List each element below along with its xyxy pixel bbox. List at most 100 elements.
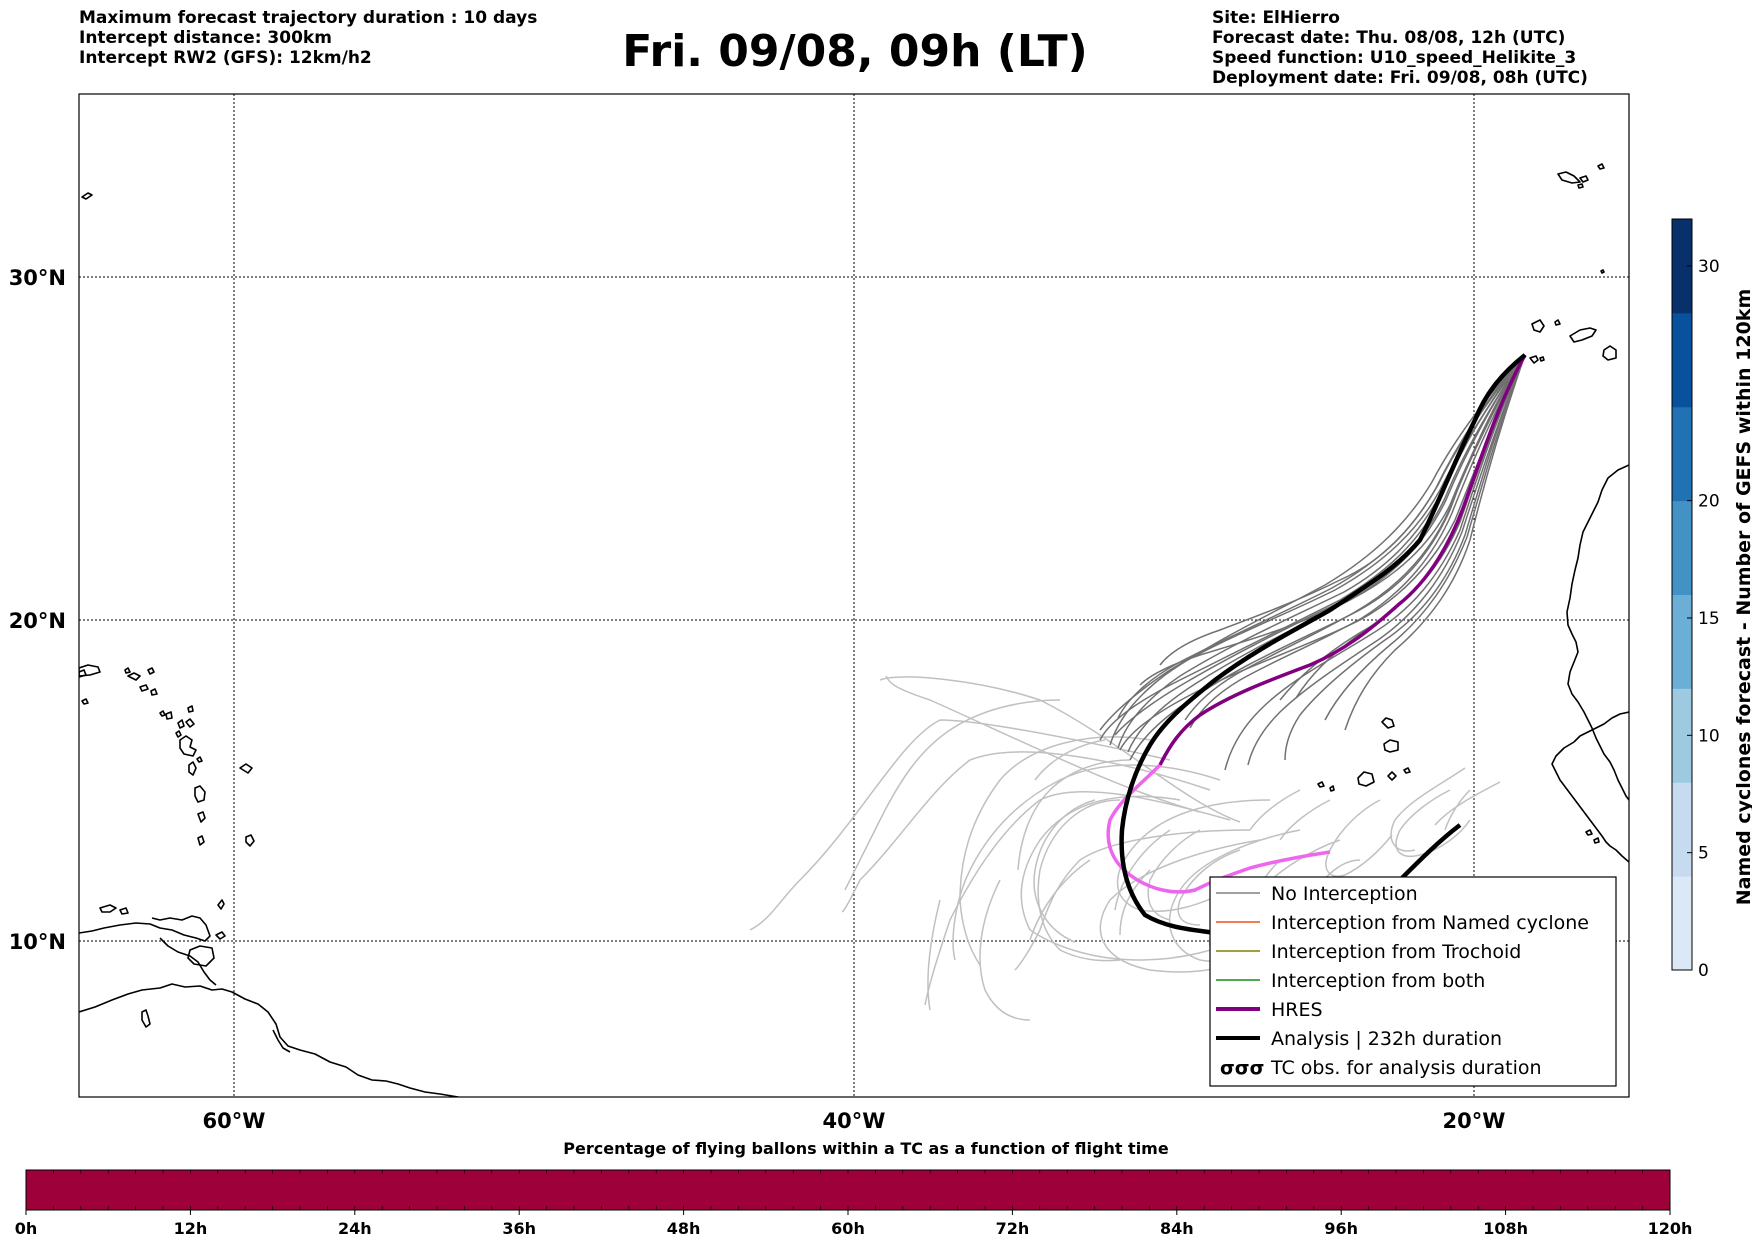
colorbar-bottom-tick-label: 120h <box>1648 1219 1693 1238</box>
island-barbuda <box>187 705 194 713</box>
legend-label: Interception from both <box>1271 970 1485 992</box>
island-cape-verde-1 <box>1381 717 1395 729</box>
island-puerto-rico <box>79 664 101 677</box>
colorbar-bottom: Percentage of flying ballons within a TC… <box>15 1139 1693 1238</box>
track-no-interception <box>1344 354 1526 731</box>
island-st-kitts <box>165 711 173 720</box>
legend-item: No Interception <box>1216 883 1418 905</box>
island-small-4 <box>124 667 131 674</box>
island-cape-verde-5 <box>1403 767 1411 774</box>
lon-label-20w: 20°W <box>1443 1109 1506 1133</box>
island-bermuda <box>81 192 93 200</box>
track-light <box>1034 739 1106 781</box>
track-light <box>1390 767 1466 852</box>
colorbar-bottom-tick-label: 60h <box>831 1219 865 1238</box>
map-frame <box>78 93 1630 1098</box>
island-martinique <box>194 785 206 803</box>
colorbar-bottom-tick-label: 24h <box>338 1219 372 1238</box>
coast-west-africa-south <box>1551 741 1629 863</box>
island-bissagos <box>1585 829 1600 844</box>
legend-label: HRES <box>1271 999 1323 1021</box>
colorbar-right-segment <box>1672 312 1692 408</box>
island-antigua <box>185 718 195 728</box>
island-cape-verde-7 <box>1329 785 1335 792</box>
track-light <box>924 791 1231 1006</box>
colorbar-bottom-tick-label: 0h <box>15 1219 38 1238</box>
map-gridlines <box>79 94 1629 1097</box>
colorbar-right-tick-label: 15 <box>1698 609 1720 629</box>
island-bonaire <box>119 907 129 915</box>
track-no-interception <box>1247 354 1526 766</box>
deployment-date-text: Deployment date: Fri. 09/08, 08h (UTC) <box>1212 68 1588 88</box>
track-light <box>749 719 1171 931</box>
colorbar-right-segment <box>1672 406 1692 502</box>
track-no-interception <box>1224 354 1526 771</box>
island-guadeloupe <box>179 735 197 757</box>
island-tobago <box>215 931 226 940</box>
track-light <box>1014 829 1251 971</box>
track-no-interception <box>1324 354 1526 721</box>
coast-venezuela <box>79 915 211 942</box>
legend-label: TC obs. for analysis duration <box>1270 1057 1542 1079</box>
island-virgin <box>127 667 155 681</box>
island-dominica <box>188 761 197 776</box>
track-light <box>841 751 1211 913</box>
colorbar-bottom-bar <box>25 1169 1671 1211</box>
island-saba <box>177 719 185 729</box>
track-light <box>1114 829 1171 911</box>
track-light <box>1434 781 1501 826</box>
track-light <box>927 899 941 1011</box>
colorbar-bottom-tick-label: 48h <box>667 1219 701 1238</box>
colorbar-bottom-tick-label: 108h <box>1483 1219 1528 1238</box>
page-title: Fri. 09/08, 09h (LT) <box>622 26 1088 77</box>
coast-paria <box>159 937 217 986</box>
track-light <box>1147 829 1201 921</box>
legend-item: Interception from Named cyclone <box>1216 912 1589 934</box>
longitude-labels: 60°W 40°W 20°W <box>203 1109 1506 1133</box>
hres-track <box>1158 354 1527 766</box>
track-light <box>1033 799 1096 943</box>
tc-obs-symbol: σσσ <box>1220 1057 1264 1079</box>
island-azores-3 <box>1577 183 1584 189</box>
legend-item: Interception from Trochoid <box>1216 941 1521 963</box>
legend-label: No Interception <box>1271 883 1418 905</box>
legend-label: Analysis | 232h duration <box>1271 1028 1502 1050</box>
track-light <box>1099 839 1261 973</box>
colorbar-right-frame <box>1671 218 1693 971</box>
track-no-interception <box>1117 354 1526 719</box>
island-anguilla <box>139 684 158 696</box>
max-duration-text: Maximum forecast trajectory duration : 1… <box>79 8 538 28</box>
island-st-vincent <box>197 835 205 846</box>
track-light <box>1395 789 1471 857</box>
colorbar-bottom-tick-label: 96h <box>1324 1219 1358 1238</box>
coast-west-africa-mid <box>1573 711 1629 743</box>
track-light <box>1020 795 1251 961</box>
island-marie-galante <box>196 756 203 763</box>
track-light <box>1116 799 1271 913</box>
island-canaries-4 <box>1539 356 1545 362</box>
lat-label-30n: 30°N <box>9 266 66 290</box>
island-small-1 <box>81 698 89 705</box>
legend-item: Interception from both <box>1216 970 1485 992</box>
lon-label-60w: 60°W <box>203 1109 266 1133</box>
island-montserrat <box>175 730 182 738</box>
forecast-date-text: Forecast date: Thu. 08/08, 12h (UTC) <box>1212 28 1566 48</box>
colorbar-right-label: Named cyclones forecast - Number of GEFS… <box>1733 289 1752 906</box>
site-text: Site: ElHierro <box>1212 8 1340 28</box>
colorbar-bottom-tick-label: 36h <box>502 1219 536 1238</box>
legend-box <box>1209 876 1617 1087</box>
coastlines <box>79 163 1629 1097</box>
track-light <box>1279 799 1331 841</box>
island-st-lucia <box>197 811 206 823</box>
track-no-interception <box>1127 354 1526 753</box>
colorbar-right-tick-label: 0 <box>1698 961 1709 981</box>
track-no-interception <box>1189 354 1526 729</box>
island-porto-santo <box>1554 319 1561 326</box>
site-info: Site: ElHierro Forecast date: Thu. 08/08… <box>1212 8 1588 88</box>
coast-south-america <box>79 983 462 1097</box>
run-parameters: Maximum forecast trajectory duration : 1… <box>79 8 537 68</box>
hres-track-end <box>1106 763 1331 894</box>
island-azores-5 <box>1600 269 1605 274</box>
speed-function-text: Speed function: U10_speed_Helikite_3 <box>1212 48 1577 68</box>
